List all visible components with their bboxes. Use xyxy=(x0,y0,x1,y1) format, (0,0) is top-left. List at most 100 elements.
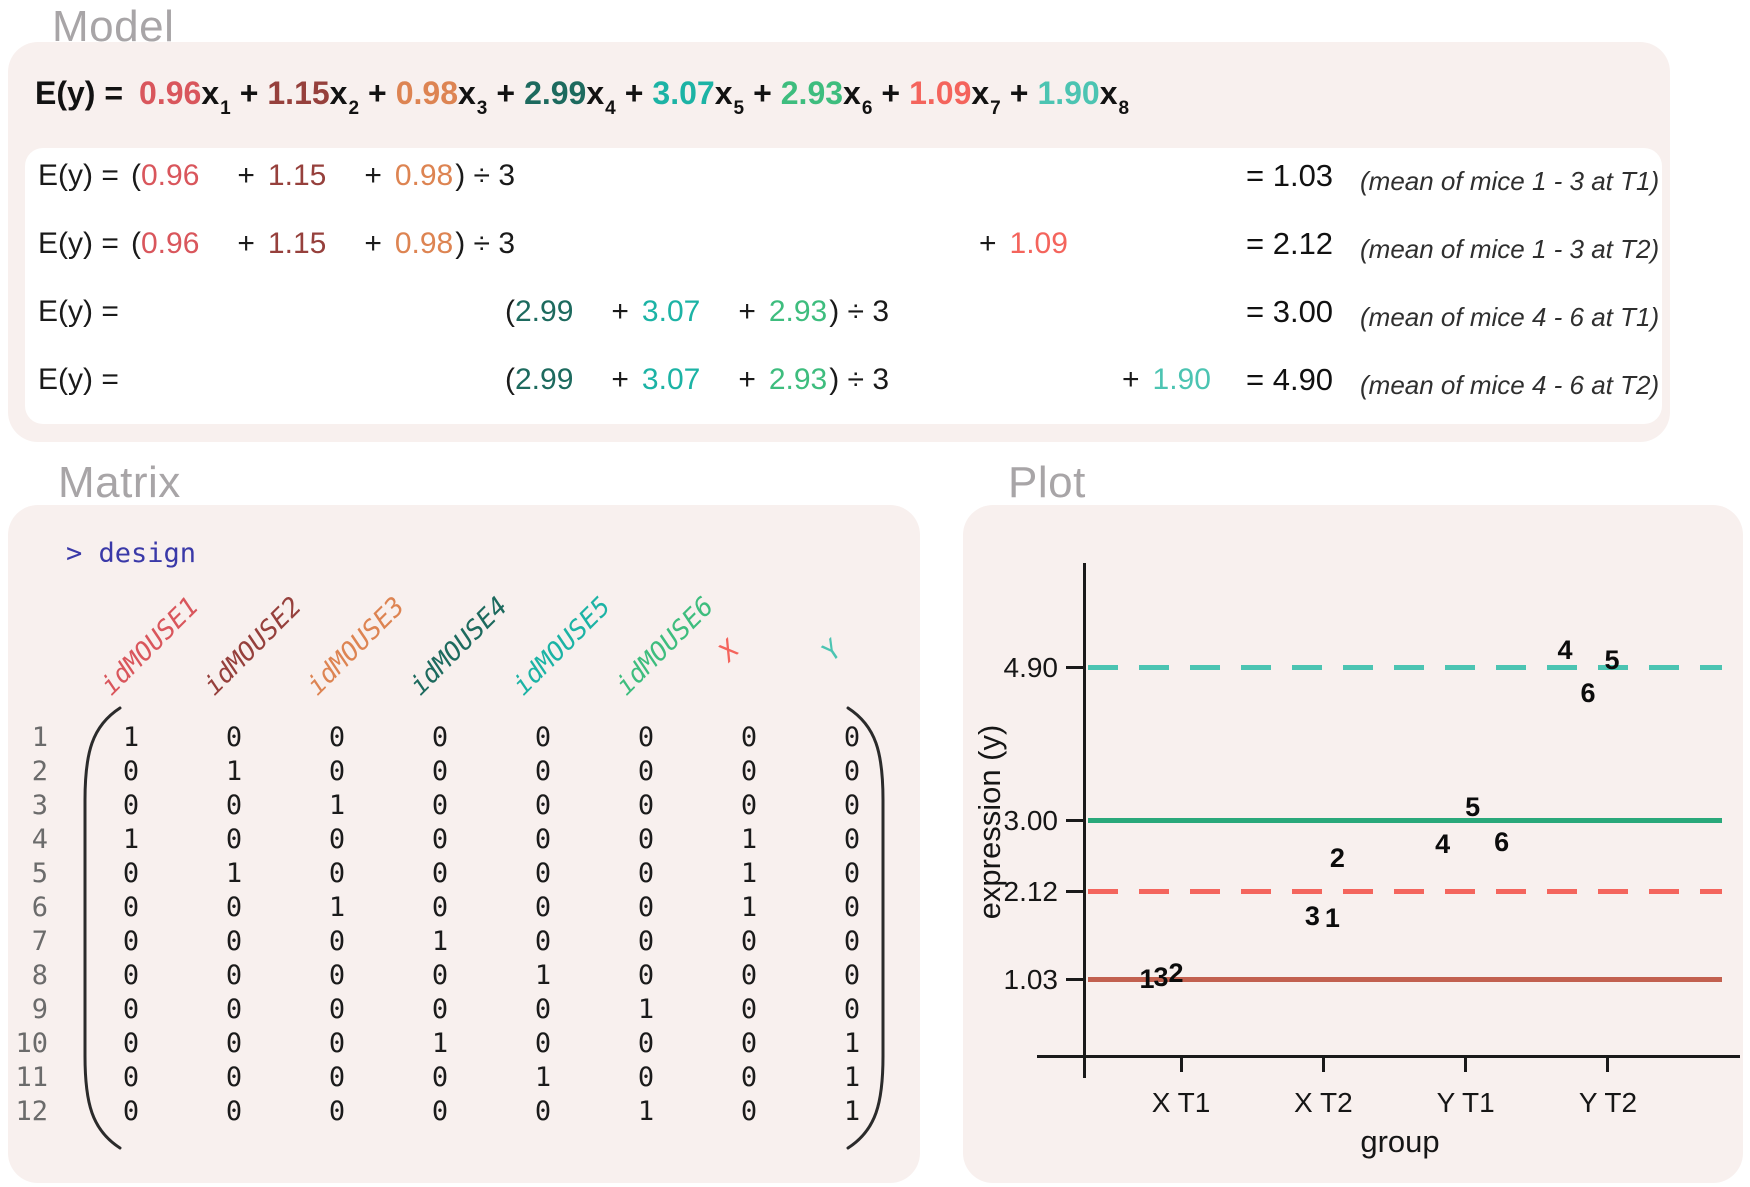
coefficient-value: 1.15 xyxy=(267,227,327,260)
x-axis-title: group xyxy=(1360,1124,1440,1159)
plus-sign: + xyxy=(738,295,756,328)
point-label-mouse-2: 2 xyxy=(1329,843,1345,874)
point-label-mouse-5: 5 xyxy=(1604,644,1620,675)
matrix-row-number: 7 xyxy=(31,926,48,957)
equation-result: = 3.00 xyxy=(1246,294,1334,329)
matrix-cell: 1 xyxy=(225,756,243,787)
matrix-cell: 1 xyxy=(740,858,758,889)
equation-note: (mean of mice 4 - 6 at T2) xyxy=(1360,370,1660,400)
plus-sign: + xyxy=(738,363,756,396)
formula-coefficient: 1.09 xyxy=(909,75,972,111)
y-tick-mark xyxy=(1066,666,1084,670)
y-axis-line xyxy=(1083,563,1086,1078)
paren-open: ( xyxy=(131,227,141,260)
x-tick-label: X T1 xyxy=(1151,1087,1211,1118)
formula-subscript: 8 xyxy=(1118,98,1130,119)
formula-plus: + xyxy=(368,75,387,111)
matrix-bracket-left xyxy=(83,706,122,1150)
formula-plus: + xyxy=(496,75,516,111)
matrix-cell: 1 xyxy=(328,790,346,821)
matrix-cell: 0 xyxy=(225,1062,243,1093)
equation-lhs: E(y) = xyxy=(38,159,119,192)
matrix-cell: 0 xyxy=(225,960,243,991)
matrix-cell: 1 xyxy=(534,1062,552,1093)
matrix-cell: 0 xyxy=(328,926,346,957)
matrix-cell: 1 xyxy=(225,858,243,889)
equation-extra-term: +1.90 xyxy=(1122,359,1211,401)
formula-variable: x3 xyxy=(458,75,488,119)
point-label-mouse-1: 1 xyxy=(1324,902,1340,933)
x-tick-mark xyxy=(1179,1056,1183,1072)
matrix-cell: 0 xyxy=(740,926,758,957)
matrix-cell: 0 xyxy=(328,960,346,991)
formula-variable: x6 xyxy=(843,75,873,119)
matrix-cell: 0 xyxy=(637,790,655,821)
coefficient-value: 2.99 xyxy=(515,295,574,328)
formula-subscript: 7 xyxy=(990,98,1001,119)
paren-open: ( xyxy=(505,295,515,328)
matrix-cell: 0 xyxy=(534,1028,552,1059)
matrix-row-number: 2 xyxy=(31,756,48,787)
point-label-mouse-3: 3 xyxy=(1153,961,1169,992)
matrix-cell: 0 xyxy=(843,926,861,957)
matrix-row-number: 10 xyxy=(15,1028,48,1059)
formula-subscript: 4 xyxy=(605,98,616,119)
y-tick-label: 3.00 xyxy=(1003,804,1059,836)
formula-subscript: 6 xyxy=(861,98,873,119)
coefficient-value: 3.07 xyxy=(641,295,701,328)
formula-coefficient: 2.99 xyxy=(524,75,587,111)
matrix-cell: 0 xyxy=(740,1096,758,1127)
coefficient-value: 0.96 xyxy=(141,227,200,260)
matrix-cell: 0 xyxy=(740,994,758,1025)
equation-group: (2.99 +3.07 +2.93) ÷ 3 xyxy=(505,359,889,401)
paren-open: ( xyxy=(131,159,141,192)
equation-lhs: E(y) = xyxy=(38,363,119,396)
matrix-cell: 0 xyxy=(122,1096,140,1127)
formula-subscript: 2 xyxy=(348,98,360,119)
matrix-cell: 0 xyxy=(225,790,243,821)
coefficient-value: 2.93 xyxy=(768,363,828,396)
coefficient-value: 1.09 xyxy=(1009,227,1068,260)
matrix-row-number: 4 xyxy=(31,824,48,855)
model-inner-panel xyxy=(25,148,1662,424)
matrix-cell: 0 xyxy=(534,722,552,753)
x-tick-label: X T2 xyxy=(1294,1087,1353,1118)
formula-variable: x1 xyxy=(201,75,231,119)
equation-lhs: E(y) = xyxy=(38,295,119,328)
matrix-cell: 1 xyxy=(431,926,449,957)
matrix-cell: 0 xyxy=(637,722,655,753)
matrix-cell: 0 xyxy=(637,756,655,787)
matrix-cell: 0 xyxy=(225,926,243,957)
point-label-mouse-4: 4 xyxy=(1435,828,1451,859)
matrix-cell: 1 xyxy=(843,1028,861,1059)
equation-row: E(y) = (2.99 +3.07 +2.93) ÷ 3 +1.90 = 4.90 (me… xyxy=(0,359,1750,401)
plus-sign: + xyxy=(237,159,255,192)
matrix-cell: 0 xyxy=(843,756,861,787)
point-label-mouse-3: 3 xyxy=(1304,900,1320,931)
formula-subscript: 5 xyxy=(733,98,745,119)
matrix-bracket-right xyxy=(846,706,885,1150)
formula-plus: + xyxy=(1009,75,1029,111)
matrix-cell: 0 xyxy=(534,994,552,1025)
y-tick-mark xyxy=(1066,890,1084,894)
matrix-cell: 0 xyxy=(431,1062,449,1093)
matrix-cell: 0 xyxy=(637,1028,655,1059)
point-label-mouse-5: 5 xyxy=(1465,792,1481,823)
x-tick-label: Y T2 xyxy=(1578,1087,1638,1118)
matrix-cell: 0 xyxy=(328,722,346,753)
formula-coefficient: 1.90 xyxy=(1037,75,1100,111)
matrix-cell: 0 xyxy=(843,858,861,889)
formula-plus: + xyxy=(881,75,901,111)
matrix-cell: 0 xyxy=(534,756,552,787)
coefficient-value: 1.15 xyxy=(267,159,327,192)
matrix-cell: 0 xyxy=(534,1096,552,1127)
equation-group: (2.99 +3.07 +2.93) ÷ 3 xyxy=(505,291,889,333)
matrix-cell: 0 xyxy=(225,824,243,855)
matrix-cell: 0 xyxy=(431,1096,449,1127)
mean-line-4.90 xyxy=(1088,665,1722,671)
matrix-cell: 0 xyxy=(431,994,449,1025)
model-formula: E(y) = 0.96x1 +1.15x2 +0.98x3 +2.99x4 +3.07x5… xyxy=(35,64,1129,122)
formula-coefficient: 3.07 xyxy=(652,75,715,111)
equation-note: (mean of mice 4 - 6 at T1) xyxy=(1360,302,1660,332)
plot-panel xyxy=(963,505,1743,1183)
